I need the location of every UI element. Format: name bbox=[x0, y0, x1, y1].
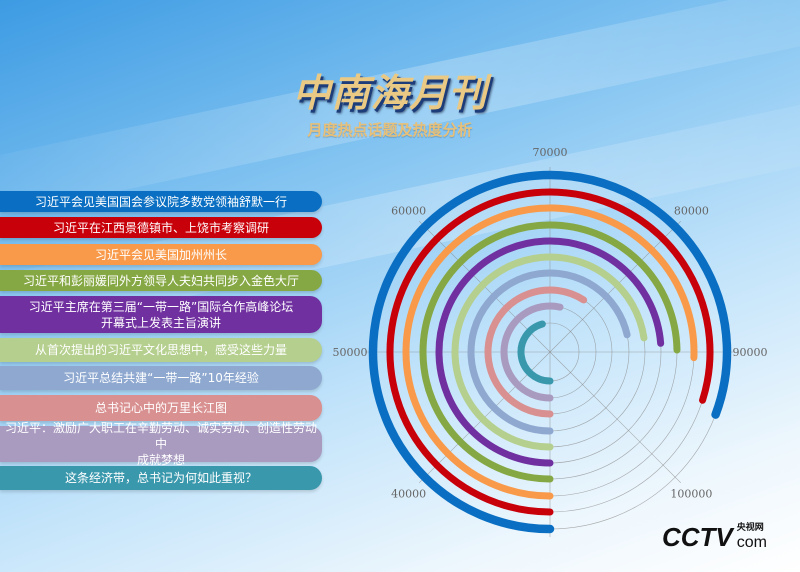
category-label: 习近平主席在第三届“一带一路”国际合作高峰论坛 开幕式上发表主旨演讲 bbox=[0, 296, 322, 333]
category-label: 从首次提出的习近平文化思想中，感受这些力量 bbox=[0, 338, 322, 362]
axis-tick-label: 40000 bbox=[391, 487, 426, 500]
axis-tick-label: 50000 bbox=[333, 346, 368, 359]
axis-tick-label: 90000 bbox=[733, 346, 768, 359]
category-label: 习近平会见美国加州州长 bbox=[0, 244, 322, 265]
radial-bar bbox=[402, 204, 698, 500]
category-label: 习近平会见美国国会参议院多数党领袖舒默一行 bbox=[0, 191, 322, 212]
radial-bar bbox=[368, 170, 732, 534]
logo-sub: 央视网 bbox=[736, 522, 764, 533]
radial-bar bbox=[419, 221, 681, 483]
radial-bar bbox=[500, 302, 564, 402]
axis-tick-label: 100000 bbox=[670, 487, 712, 500]
page-subtitle: 月度热点话题及热度分析 bbox=[307, 121, 473, 139]
page-title: 中南海月刊 bbox=[292, 71, 488, 115]
radial-bar bbox=[517, 320, 554, 385]
category-label: 习近平在江西景德镇市、上饶市考察调研 bbox=[0, 217, 322, 238]
logo-domain: com bbox=[736, 533, 768, 551]
logo-right: 央视网 com bbox=[737, 523, 767, 552]
cctv-logo: CCTV 央视网 com bbox=[662, 522, 767, 552]
grid-spoke bbox=[549, 351, 682, 484]
category-label: 习近平总结共建“一带一路”10年经验 bbox=[0, 366, 322, 390]
logo-main: CCTV bbox=[662, 522, 733, 552]
axis-tick-label: 80000 bbox=[674, 205, 709, 218]
radial-bar bbox=[435, 237, 665, 467]
radial-bar bbox=[451, 253, 648, 451]
axis-tick-label: 60000 bbox=[391, 205, 426, 218]
category-label: 习近平和彭丽媛同外方领导人夫妇共同步入金色大厅 bbox=[0, 270, 322, 291]
axis-tick-label: 70000 bbox=[533, 146, 568, 159]
radial-bar bbox=[467, 269, 631, 435]
category-label: 这条经济带，总书记为何如此重视？ bbox=[0, 466, 322, 490]
radial-bar bbox=[386, 188, 714, 516]
category-label: 总书记心中的万里长江图 bbox=[0, 395, 322, 421]
radial-bar bbox=[484, 286, 588, 418]
